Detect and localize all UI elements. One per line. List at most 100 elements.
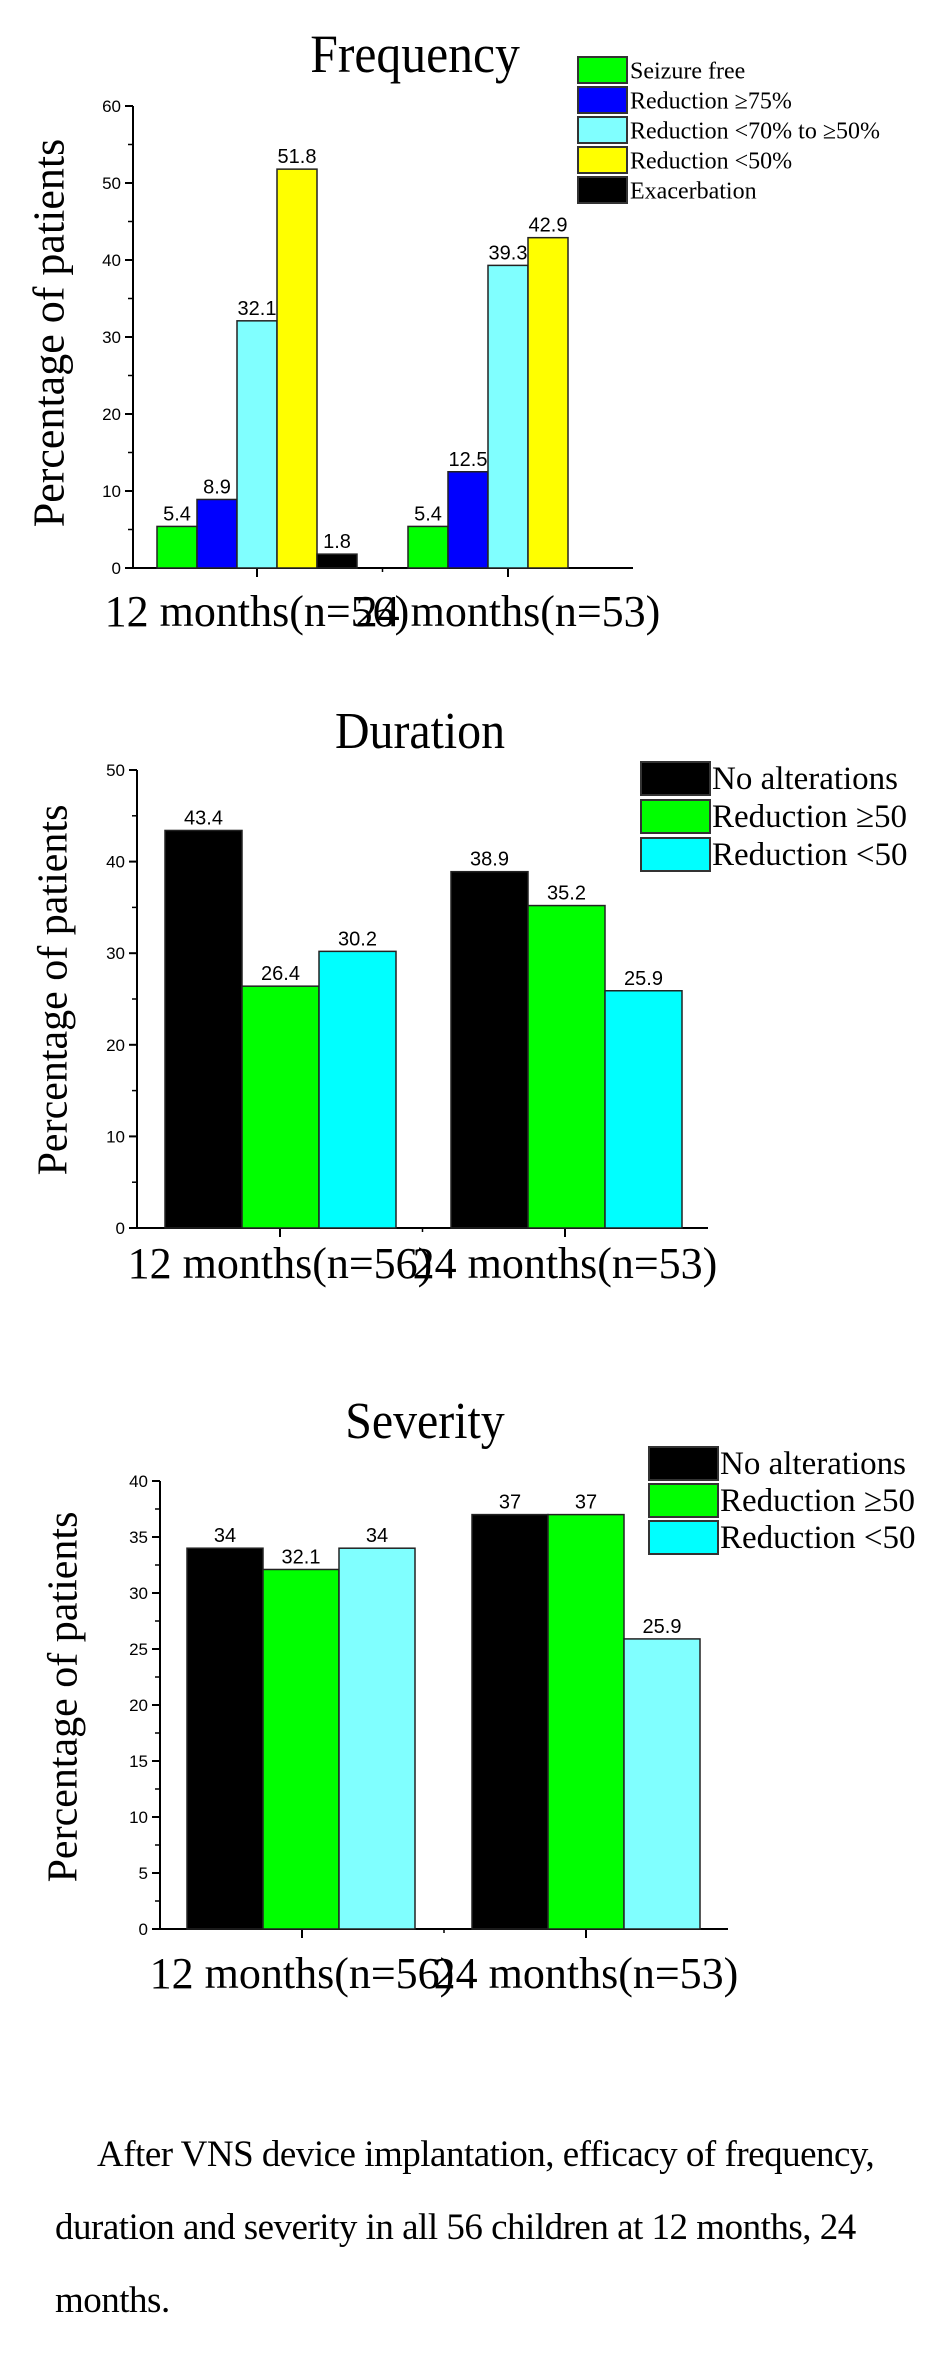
bar-value-label: 5.4 (163, 503, 191, 525)
legend-swatch (577, 116, 628, 144)
legend-label: Reduction <50 (712, 837, 908, 873)
bar-value-label: 39.3 (489, 242, 528, 264)
bar-reduction-50-1 (276, 168, 318, 569)
legend-label: Reduction ≥75% (630, 88, 792, 114)
legend-swatch (577, 56, 628, 84)
y-tick-label: 30 (129, 1584, 148, 1603)
legend-swatch (640, 837, 711, 872)
frequency-chart: Frequency Percentage of patients 0 10 20 30 40… (24, 25, 880, 636)
y-tick-label: 0 (112, 559, 121, 578)
bar-reduction-50-2 (623, 1638, 701, 1930)
legend-label: Seizure free (630, 58, 745, 84)
bar-reduction-75-1 (196, 498, 238, 569)
bar-value-label: 42.9 (529, 215, 568, 237)
y-tick-label: 60 (102, 97, 121, 116)
y-tick-label: 40 (106, 853, 125, 872)
y-tick-label: 30 (106, 944, 125, 963)
bar-value-label: 51.8 (278, 146, 317, 168)
bar-reduction-70-to-50-2 (487, 264, 529, 569)
bar-reduction-75-2 (447, 471, 489, 569)
figure-caption: After VNS device implantation, efficacy … (55, 2134, 875, 2321)
bar-value-label: 38.9 (470, 849, 509, 871)
y-tick-label: 10 (102, 482, 121, 501)
legend-label: No alterations (720, 1446, 906, 1482)
y-tick-label: 10 (106, 1127, 125, 1146)
y-tick-label: 0 (139, 1920, 148, 1939)
legend-label: Exacerbation (630, 178, 757, 204)
y-tick-label: 20 (106, 1036, 125, 1055)
bar-value-label: 37 (499, 1492, 521, 1514)
bar-value-label: 12.5 (449, 449, 488, 471)
bar-reduction-50-1 (338, 1547, 416, 1930)
bar-no-alterations-2 (471, 1513, 549, 1930)
y-tick-label: 50 (102, 174, 121, 193)
x-category-label: 12 months(n=56) (128, 1239, 433, 1288)
bar-reduction-50-1 (241, 985, 320, 1229)
bar-seizure-free-1 (156, 525, 198, 569)
chart-title: Duration (335, 701, 505, 759)
y-tick-label: 0 (116, 1219, 125, 1238)
chart-title: Frequency (310, 25, 520, 84)
x-category-label: 24 months(n=53) (413, 1239, 718, 1288)
bar-no-alterations-1 (164, 829, 243, 1229)
bar-exacerbation-1 (316, 553, 358, 569)
legend-swatch (577, 176, 628, 204)
y-tick-label: 10 (129, 1808, 148, 1827)
bar-value-label: 25.9 (643, 1616, 682, 1638)
bar-reduction-50-2 (527, 236, 569, 569)
bar-reduction-50-1 (262, 1568, 340, 1930)
bar-seizure-free-2 (407, 525, 449, 569)
bar-value-label: 34 (366, 1525, 388, 1547)
y-tick-label: 5 (139, 1864, 148, 1883)
bar-no-alterations-1 (186, 1547, 264, 1930)
bar-no-alterations-2 (450, 870, 529, 1229)
y-axis-label: Percentage of patients (24, 139, 73, 528)
bar-value-label: 8.9 (203, 476, 231, 498)
y-axis-label: Percentage of patients (41, 1512, 87, 1883)
legend-swatch (648, 1446, 719, 1481)
bar-value-label: 26.4 (261, 963, 300, 985)
y-tick-label: 15 (129, 1752, 148, 1771)
x-category-label: 12 months(n=56) (105, 587, 410, 636)
bar-value-label: 32.1 (238, 298, 277, 320)
y-tick-label: 50 (106, 761, 125, 780)
legend-label: Reduction <70% to ≥50% (630, 118, 880, 144)
x-category-label: 24 months(n=53) (356, 587, 661, 636)
y-tick-label: 40 (129, 1472, 148, 1491)
legend-swatch (577, 146, 628, 174)
bar-value-label: 5.4 (414, 503, 442, 525)
bar-value-label: 25.9 (624, 968, 663, 990)
legend-swatch (648, 1520, 719, 1555)
bar-value-label: 37 (575, 1492, 597, 1514)
legend-swatch (640, 799, 711, 834)
y-tick-label: 20 (129, 1696, 148, 1715)
bar-reduction-50-2 (527, 904, 606, 1229)
legend-swatch (648, 1483, 719, 1518)
bar-reduction-50-1 (318, 950, 397, 1229)
duration-chart: Duration Percentage of patients 0 10 20 30 40 5… (31, 701, 908, 1288)
figure: Frequency Percentage of patients 0 10 20 30 40… (24, 25, 916, 1998)
x-category-label: 24 months(n=53) (434, 1949, 739, 1998)
bar-value-label: 34 (214, 1525, 236, 1547)
legend-swatch (577, 86, 628, 114)
bar-value-label: 30.2 (338, 928, 377, 950)
bar-reduction-50-2 (604, 990, 683, 1229)
legend-label: Reduction ≥50 (712, 799, 907, 835)
y-tick-label: 30 (102, 328, 121, 347)
legend-label: Reduction <50% (630, 148, 792, 174)
bar-value-label: 1.8 (323, 531, 351, 553)
legend-swatch (640, 761, 711, 796)
legend-label: No alterations (712, 761, 898, 797)
y-axis-label: Percentage of patients (31, 805, 77, 1176)
bar-reduction-70-to-50-1 (236, 320, 278, 569)
bar-reduction-50-2 (547, 1513, 625, 1930)
bar-value-label: 35.2 (547, 883, 586, 905)
legend-label: Reduction ≥50 (720, 1483, 915, 1519)
y-tick-label: 25 (129, 1640, 148, 1659)
severity-chart: Severity Percentage of patients 0 5 10 15 20 25… (41, 1391, 916, 1998)
y-tick-label: 35 (129, 1528, 148, 1547)
y-tick-label: 20 (102, 405, 121, 424)
bar-value-label: 43.4 (184, 807, 223, 829)
bar-value-label: 32.1 (282, 1546, 321, 1568)
chart-title: Severity (345, 1391, 504, 1449)
